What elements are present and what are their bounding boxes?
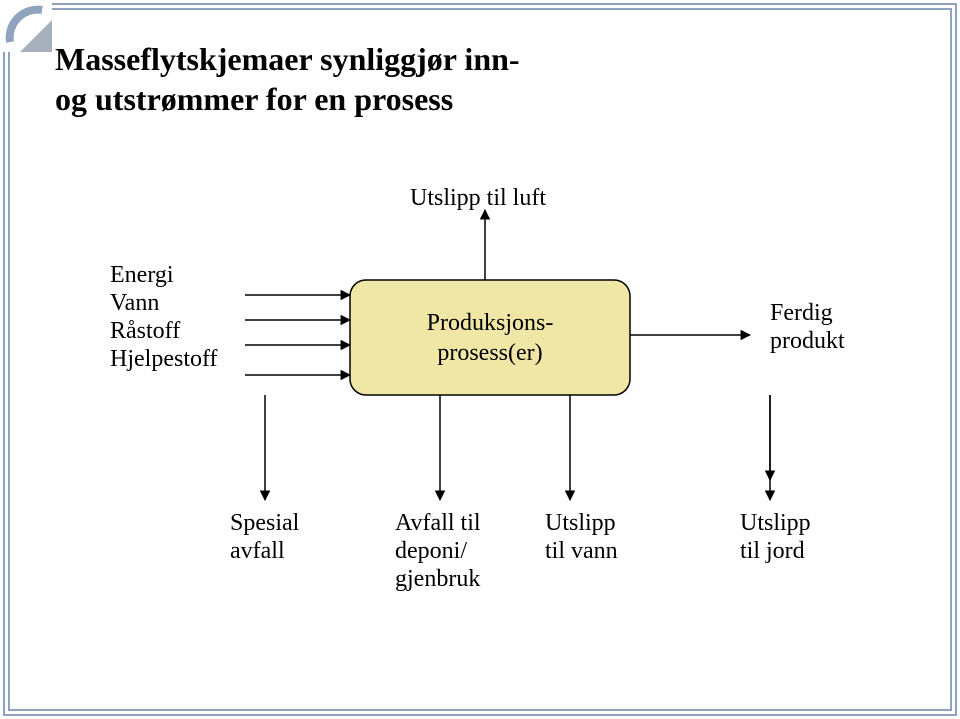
bottom-label: gjenbruk (395, 566, 480, 592)
produkt-label-1: Ferdig (770, 300, 833, 326)
slide-title-1: Masseflytskjemaer synliggjør inn- (55, 41, 520, 77)
flow-diagram: Masseflytskjemaer synliggjør inn-og utst… (10, 10, 950, 710)
bottom-label: til vann (545, 538, 618, 564)
input-label-0: Energi (110, 262, 174, 288)
corner-logo (2, 2, 52, 52)
input-label-1: Vann (110, 290, 159, 316)
bottom-label: avfall (230, 538, 285, 564)
process-box-label-2: prosess(er) (437, 340, 542, 366)
process-box (350, 280, 630, 395)
input-label-2: Råstoff (110, 318, 180, 344)
luft-label: Utslipp til luft (410, 185, 546, 211)
slide-title-2: og utstrømmer for en prosess (55, 81, 453, 117)
frame-inner: Masseflytskjemaer synliggjør inn-og utst… (8, 8, 952, 711)
bottom-label: Avfall til (395, 510, 481, 536)
process-box-label-1: Produksjons- (427, 310, 554, 336)
bottom-label: deponi/ (395, 538, 467, 564)
bottom-label: Utslipp (740, 510, 811, 536)
produkt-label-2: produkt (770, 328, 845, 354)
bottom-label: til jord (740, 538, 805, 564)
bottom-label: Utslipp (545, 510, 616, 536)
bottom-label: Spesial (230, 510, 300, 536)
input-label-3: Hjelpestoff (110, 346, 218, 372)
